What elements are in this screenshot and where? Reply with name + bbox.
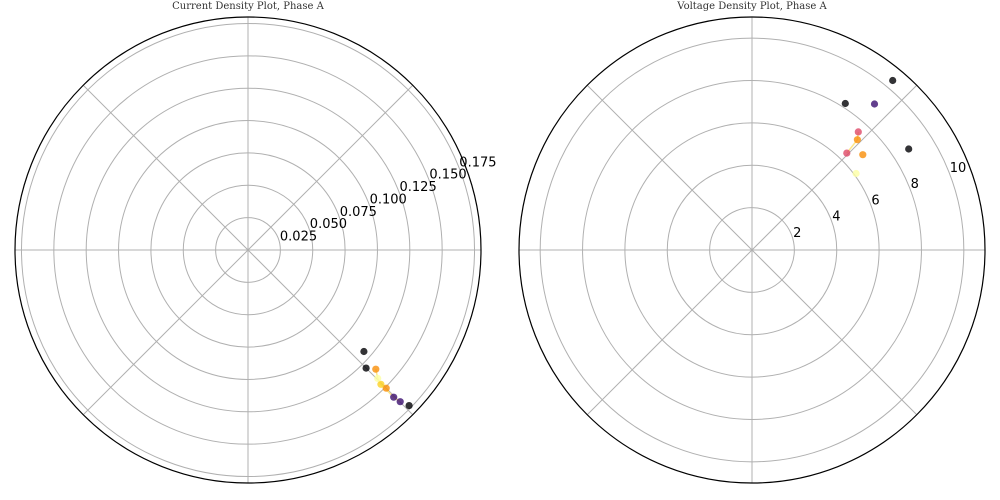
radial-tick-label: 0.050 xyxy=(310,217,347,232)
data-point xyxy=(405,402,413,410)
data-point xyxy=(374,374,382,382)
angular-grid-line xyxy=(586,249,753,416)
radial-tick-label: 0.025 xyxy=(280,230,317,245)
data-point xyxy=(905,145,913,153)
data-point xyxy=(362,364,370,372)
angular-grid-line xyxy=(82,84,249,251)
data-point xyxy=(843,149,851,157)
data-point xyxy=(396,398,404,406)
data-point xyxy=(854,128,862,136)
data-point xyxy=(853,136,862,144)
voltage-density-points xyxy=(841,76,913,178)
current-density-polar-chart: Current Density Plot, Phase A 0.0250.050… xyxy=(14,1,497,484)
voltage-density-grid xyxy=(518,16,986,484)
polar-frame xyxy=(14,16,482,484)
voltage-density-polar-chart: Voltage Density Plot, Phase A 2 4 6 8 10 xyxy=(518,1,986,484)
angular-grid-line xyxy=(751,249,918,416)
current-density-title: Current Density Plot, Phase A xyxy=(172,1,324,12)
angular-grid-line xyxy=(586,84,753,251)
voltage-density-title: Voltage Density Plot, Phase A xyxy=(676,1,827,12)
radial-tick-label: 0.175 xyxy=(459,155,496,170)
radial-tick-label: 0.100 xyxy=(370,193,407,208)
angular-grid-line xyxy=(751,84,918,251)
radial-tick-label: 4 xyxy=(832,210,840,225)
radial-tick-label: 8 xyxy=(911,177,919,192)
radial-tick-label: 0.125 xyxy=(400,180,437,195)
current-density-grid xyxy=(14,16,482,484)
angular-grid-line xyxy=(247,84,414,251)
data-point xyxy=(382,384,390,392)
radial-tick-label: 2 xyxy=(793,226,801,241)
data-point xyxy=(852,169,860,178)
current-density-points xyxy=(360,347,413,410)
data-point xyxy=(859,151,867,159)
data-point xyxy=(870,100,879,108)
angular-grid-line xyxy=(82,249,249,416)
polar-frame xyxy=(518,16,986,484)
radial-tick-label: 0.150 xyxy=(429,168,466,183)
data-point xyxy=(390,393,398,401)
voltage-density-radial-labels: 2 4 6 8 10 xyxy=(793,161,966,241)
data-point xyxy=(360,347,368,356)
radial-tick-label: 0.075 xyxy=(340,205,377,220)
radial-tick-label: 10 xyxy=(950,161,967,176)
data-point xyxy=(841,99,849,108)
data-point xyxy=(377,380,385,388)
data-point xyxy=(372,365,380,373)
data-point xyxy=(889,76,897,85)
radial-tick-label: 6 xyxy=(871,193,879,208)
